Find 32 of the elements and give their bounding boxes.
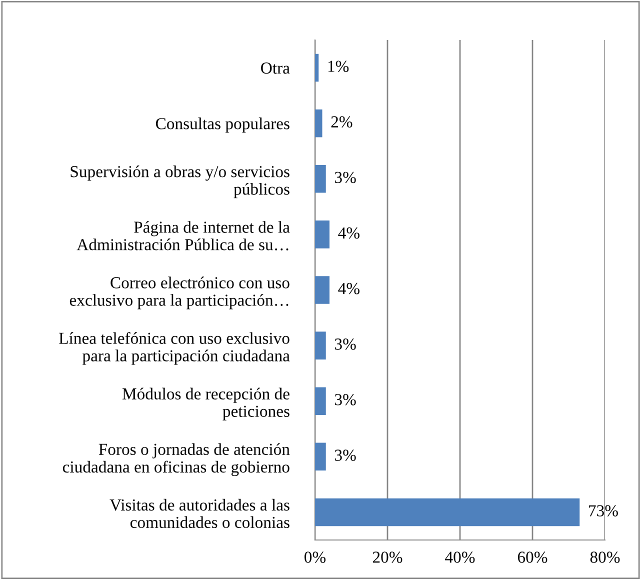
data-label: 3% [335, 338, 356, 350]
data-label: 73% [589, 505, 618, 516]
x-tick-label: 20% [372, 552, 402, 563]
y-tick-label: Supervisión a obras y/o servicios públicos [70, 166, 290, 198]
data-label: 3% [335, 450, 356, 461]
x-tick-label: 40% [445, 552, 475, 563]
y-tick-label: Otra [261, 62, 290, 74]
y-tick-label: Módulos de recepción de peticiones [122, 388, 290, 420]
bar [315, 109, 322, 138]
data-label: 2% [331, 116, 352, 128]
bar [315, 498, 580, 526]
data-label: 1% [328, 60, 349, 72]
bar [315, 220, 330, 248]
data-label: 3% [335, 172, 356, 184]
bar [315, 442, 326, 471]
bar [315, 276, 330, 304]
y-tick-label: Visitas de autoridades a las comunidades o colonias [110, 498, 290, 528]
x-tick-label: 60% [518, 552, 548, 563]
y-tick-label: Consultas populares [156, 118, 290, 133]
data-label: 4% [338, 227, 360, 239]
y-tick-label: Correo electrónico con uso exclusivo para la participación… [70, 276, 290, 310]
x-tick-label: 0% [304, 552, 326, 563]
y-tick-label: Línea telefónica con uso exclusivo para la participación ciudadana [59, 332, 290, 365]
x-tick-label: 80% [590, 552, 620, 563]
bar [315, 54, 319, 82]
y-tick-label: Foros o jornadas de atención ciudadana en oficinas de gobierno [62, 443, 290, 476]
bar [315, 165, 326, 193]
bar [315, 387, 326, 415]
y-tick-label: Página de internet de la Administración Pública de su… [76, 221, 290, 250]
data-label: 3% [335, 394, 356, 406]
data-label: 4% [338, 282, 360, 294]
bar [315, 332, 326, 360]
